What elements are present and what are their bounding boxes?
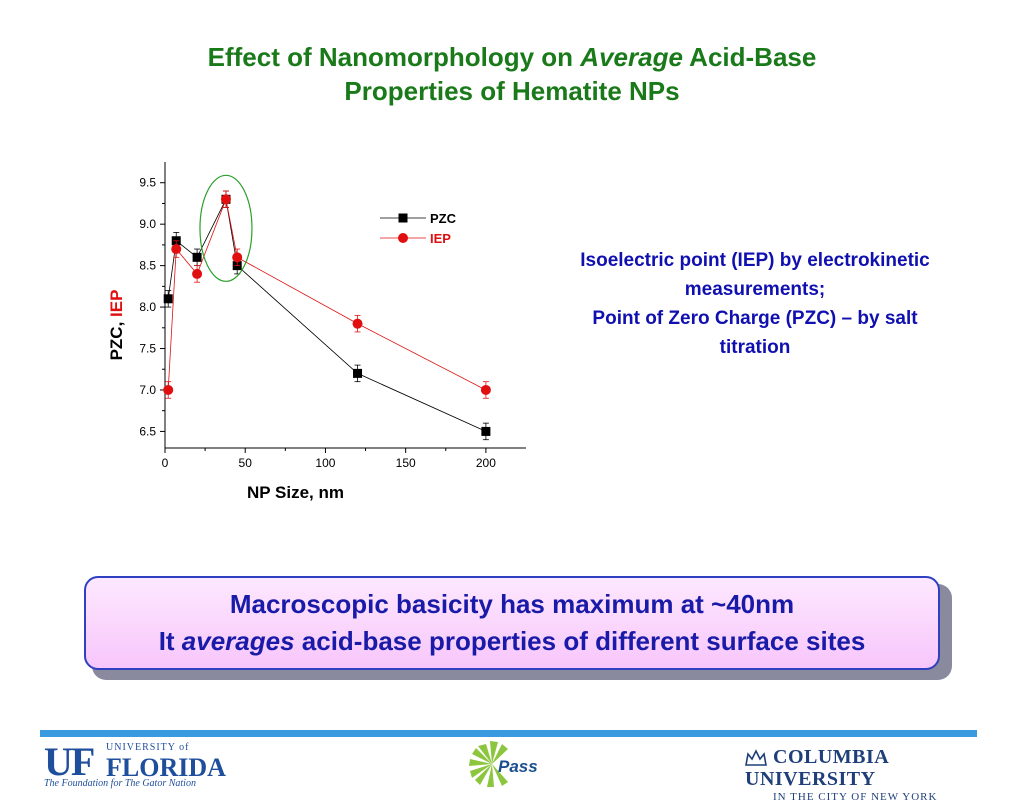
title-line2: Properties of Hematite NPs xyxy=(344,76,680,106)
conclusion-callout: Macroscopic basicity has maximum at ~40n… xyxy=(84,576,940,670)
highlight-ellipse xyxy=(199,174,253,282)
y-tick-label: 6.5 xyxy=(139,424,156,438)
y-tick-label: 7.5 xyxy=(139,342,156,356)
legend-label-iep: IEP xyxy=(430,231,451,246)
y-axis-label-pzc: PZC, xyxy=(107,317,126,360)
x-tick-label: 0 xyxy=(162,456,169,470)
uf-tagline: The Foundation for The Gator Nation xyxy=(44,778,196,789)
y-tick-label: 9.5 xyxy=(139,176,156,190)
title-line1: Effect of Nanomorphology on Average Acid… xyxy=(207,42,817,72)
y-tick-label: 9.0 xyxy=(139,217,156,231)
data-point-pzc xyxy=(163,294,173,304)
pass-sunburst-icon xyxy=(469,741,508,787)
footer-divider xyxy=(40,730,977,737)
legend-marker-iep xyxy=(398,233,408,243)
uf-logo: UF UNIVERSITY of FLORIDA The Foundation … xyxy=(44,739,226,790)
y-axis-label: PZC, IEP xyxy=(107,290,126,361)
y-axis-label-iep: IEP xyxy=(107,290,126,317)
columbia-logo: COLUMBIA UNIVERSITY IN THE CITY OF NEW Y… xyxy=(745,746,1024,804)
y-tick-label: 8.0 xyxy=(139,300,156,314)
x-tick-label: 150 xyxy=(396,456,416,470)
crown-icon xyxy=(745,749,767,767)
y-tick-label: 7.0 xyxy=(139,383,156,397)
callout-line2: It averages acid-base properties of diff… xyxy=(158,626,866,656)
data-point-iep xyxy=(163,384,174,395)
data-point-iep xyxy=(352,318,363,329)
y-tick-label: 8.5 xyxy=(139,259,156,273)
data-point-iep xyxy=(171,244,182,255)
data-point-iep xyxy=(220,194,231,205)
uf-mark: UF xyxy=(44,739,95,784)
method-note: Isoelectric point (IEP) by electrokineti… xyxy=(580,250,930,358)
legend-marker-pzc xyxy=(398,213,408,223)
legend-label-pzc: PZC xyxy=(430,211,457,226)
data-point-pzc xyxy=(481,426,491,436)
data-point-iep xyxy=(480,384,491,395)
slide-title: Effect of Nanomorphology on Average Acid… xyxy=(0,40,1024,108)
pass-logo-text: Pass xyxy=(498,757,538,776)
x-tick-label: 100 xyxy=(315,456,335,470)
x-axis-label: NP Size, nm xyxy=(247,483,344,502)
pass-logo: Pass xyxy=(469,741,538,787)
x-tick-label: 50 xyxy=(239,456,253,470)
x-tick-label: 200 xyxy=(476,456,496,470)
series-line-iep xyxy=(167,197,487,391)
data-point-iep xyxy=(232,252,243,263)
pzc-iep-chart: 6.5 7.0 7.5 8.0 8.5 9.0 9.5 0 50 100 150 200 NP Size… xyxy=(107,162,526,502)
data-point-pzc xyxy=(192,252,202,262)
columbia-name: COLUMBIA UNIVERSITY xyxy=(745,746,889,790)
callout-line1: Macroscopic basicity has maximum at ~40n… xyxy=(229,589,795,619)
data-point-iep xyxy=(192,268,203,279)
columbia-subtitle: IN THE CITY OF NEW YORK xyxy=(773,791,938,803)
data-point-pzc xyxy=(353,368,363,378)
uf-wordmark: UNIVERSITY of FLORIDA xyxy=(106,742,226,782)
